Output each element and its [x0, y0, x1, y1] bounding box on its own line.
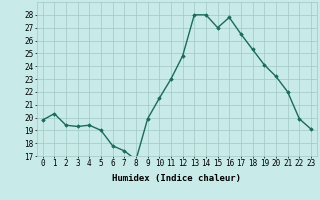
- X-axis label: Humidex (Indice chaleur): Humidex (Indice chaleur): [112, 174, 241, 183]
